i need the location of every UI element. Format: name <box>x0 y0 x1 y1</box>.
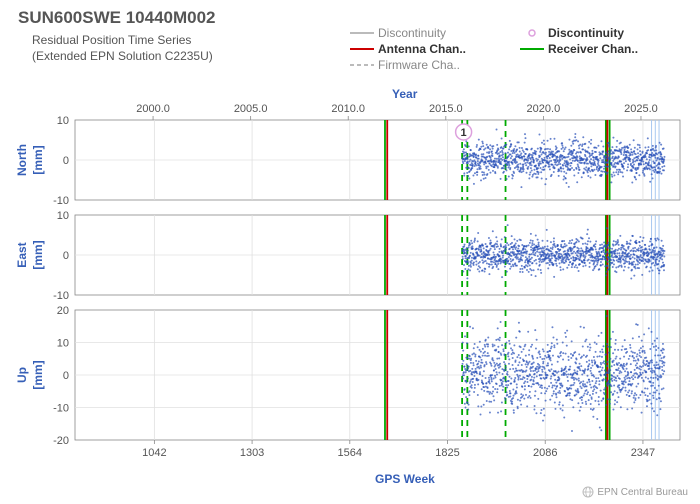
svg-text:-10: -10 <box>53 195 69 207</box>
svg-text:2025.0: 2025.0 <box>624 103 658 115</box>
footer-credit: EPN Central Bureau <box>582 486 688 498</box>
svg-text:0: 0 <box>63 155 69 167</box>
svg-text:10: 10 <box>57 115 69 127</box>
svg-text:[mm]: [mm] <box>31 360 45 389</box>
svg-text:2000.0: 2000.0 <box>136 103 170 115</box>
svg-text:10: 10 <box>57 210 69 222</box>
svg-text:East: East <box>15 242 29 267</box>
svg-text:Up: Up <box>15 367 29 383</box>
svg-text:-10: -10 <box>53 403 69 415</box>
svg-text:-10: -10 <box>53 290 69 302</box>
chart-container: SUN600SWE 10440M002 Residual Position Ti… <box>0 0 700 504</box>
svg-text:1564: 1564 <box>338 447 362 459</box>
svg-text:1303: 1303 <box>240 447 264 459</box>
svg-text:0: 0 <box>63 250 69 262</box>
svg-text:10: 10 <box>57 338 69 350</box>
svg-text:2015.0: 2015.0 <box>429 103 463 115</box>
svg-text:[mm]: [mm] <box>31 240 45 269</box>
svg-text:2086: 2086 <box>533 447 557 459</box>
svg-text:2005.0: 2005.0 <box>234 103 268 115</box>
svg-text:2347: 2347 <box>631 447 655 459</box>
svg-text:[mm]: [mm] <box>31 145 45 174</box>
svg-text:0: 0 <box>63 370 69 382</box>
svg-text:2010.0: 2010.0 <box>331 103 365 115</box>
plot-svg: -10010North[mm]-10010East[mm]-20-1001020… <box>0 0 700 504</box>
svg-text:2020.0: 2020.0 <box>527 103 561 115</box>
svg-text:20: 20 <box>57 305 69 317</box>
svg-text:1825: 1825 <box>435 447 459 459</box>
svg-text:-20: -20 <box>53 435 69 447</box>
svg-text:1: 1 <box>461 127 467 139</box>
svg-text:North: North <box>15 144 29 176</box>
svg-text:1042: 1042 <box>142 447 166 459</box>
footer-text: EPN Central Bureau <box>597 487 688 498</box>
globe-icon <box>582 486 594 498</box>
